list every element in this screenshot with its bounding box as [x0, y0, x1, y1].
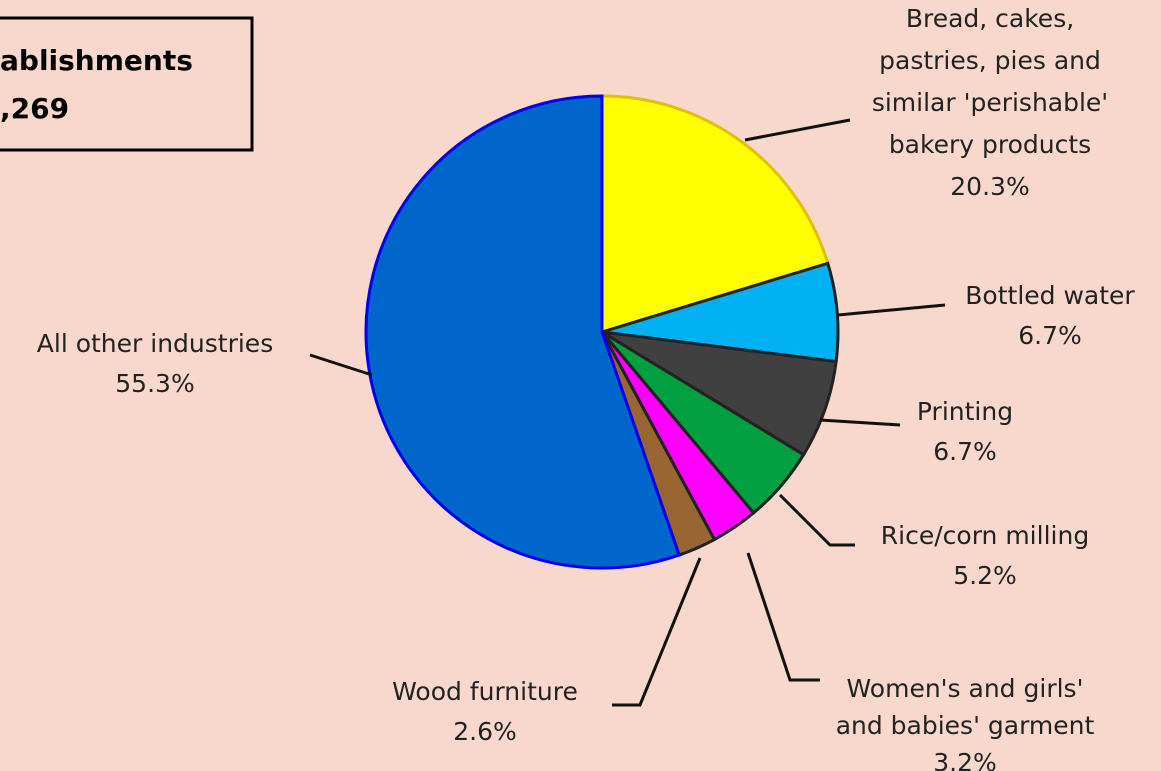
annotation: ablishments [0, 44, 193, 77]
slice-label: All other industries [37, 329, 273, 358]
slice-label: Bread, cakes, [906, 4, 1074, 33]
leader-line [746, 552, 820, 682]
annotation: ,269 [0, 92, 69, 125]
slice-label: pastries, pies and [879, 46, 1101, 75]
value-label: 5.2% [953, 561, 1017, 590]
slice-label: bakery products [889, 130, 1091, 159]
slice-label: Bottled water [965, 281, 1135, 310]
value-label: 3.2% [933, 748, 997, 771]
slice-label: Rice/corn milling [881, 521, 1089, 550]
slice-label: and babies' garment [836, 711, 1095, 740]
value-label: 20.3% [950, 172, 1029, 201]
value-label: 55.3% [115, 369, 194, 398]
leader-line [837, 303, 946, 317]
slice-label: Printing [917, 397, 1013, 426]
value-label: 2.6% [453, 717, 517, 746]
slice-label: Women's and girls' [847, 674, 1084, 703]
leader-line [744, 118, 851, 142]
pie-slice [600, 94, 830, 335]
leader-line [778, 493, 855, 547]
slice-label: Wood furniture [392, 677, 578, 706]
leader-line [612, 557, 702, 707]
annotation-box [0, 16, 254, 152]
pie-slice [364, 94, 682, 570]
leader-line [819, 418, 901, 427]
slice-label: similar 'perishable' [872, 88, 1108, 117]
leader-line [309, 353, 373, 377]
value-label: 6.7% [933, 437, 997, 466]
value-label: 6.7% [1018, 321, 1082, 350]
